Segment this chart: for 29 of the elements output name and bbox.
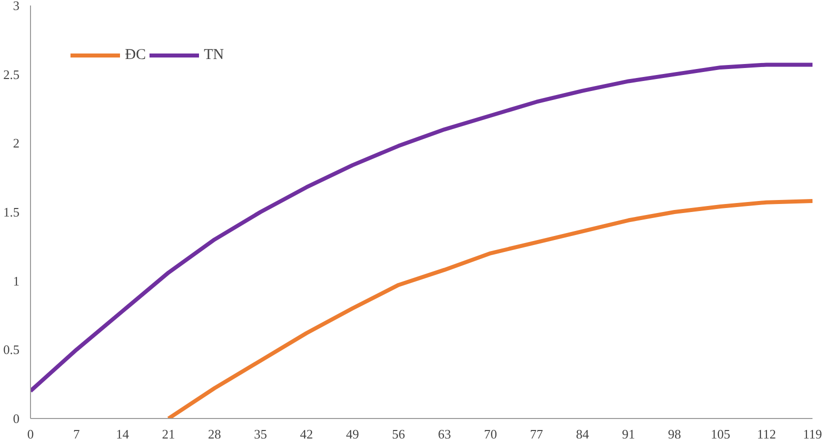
x-tick-label: 42: [300, 426, 313, 441]
y-tick-label: 1.5: [3, 204, 20, 220]
x-tick-label: 77: [530, 426, 544, 441]
x-tick-label: 98: [668, 426, 681, 441]
legend-label: TN: [204, 46, 224, 64]
x-tick-label: 28: [208, 426, 221, 441]
x-tick-label: 56: [392, 426, 406, 441]
legend-label: ĐC: [125, 46, 146, 64]
x-tick-label: 119: [802, 426, 822, 441]
x-tick-label: 21: [162, 426, 175, 441]
x-tick-label: 35: [254, 426, 267, 441]
y-tick-label: 2: [13, 136, 20, 151]
line-series: [166, 198, 812, 418]
y-tick-label: 3: [13, 0, 20, 13]
y-tick-label: 0.5: [3, 342, 20, 358]
x-tick-label: 63: [438, 426, 451, 441]
x-tick-label: 91: [622, 426, 635, 441]
x-tick-label: 49: [346, 426, 359, 441]
line-series: [30, 62, 812, 393]
y-tick-label: 1: [13, 273, 20, 288]
x-tick-label: 105: [710, 426, 730, 441]
x-tick-label: 0: [27, 426, 34, 441]
y-tick-label: 0: [13, 411, 20, 426]
x-tick-label: 84: [576, 426, 590, 441]
x-tick-label: 70: [484, 426, 497, 441]
x-tick-label: 112: [756, 426, 776, 441]
y-tick-label: 2.5: [3, 66, 20, 82]
x-tick-label: 7: [73, 426, 80, 441]
x-tick-label: 14: [116, 426, 130, 441]
